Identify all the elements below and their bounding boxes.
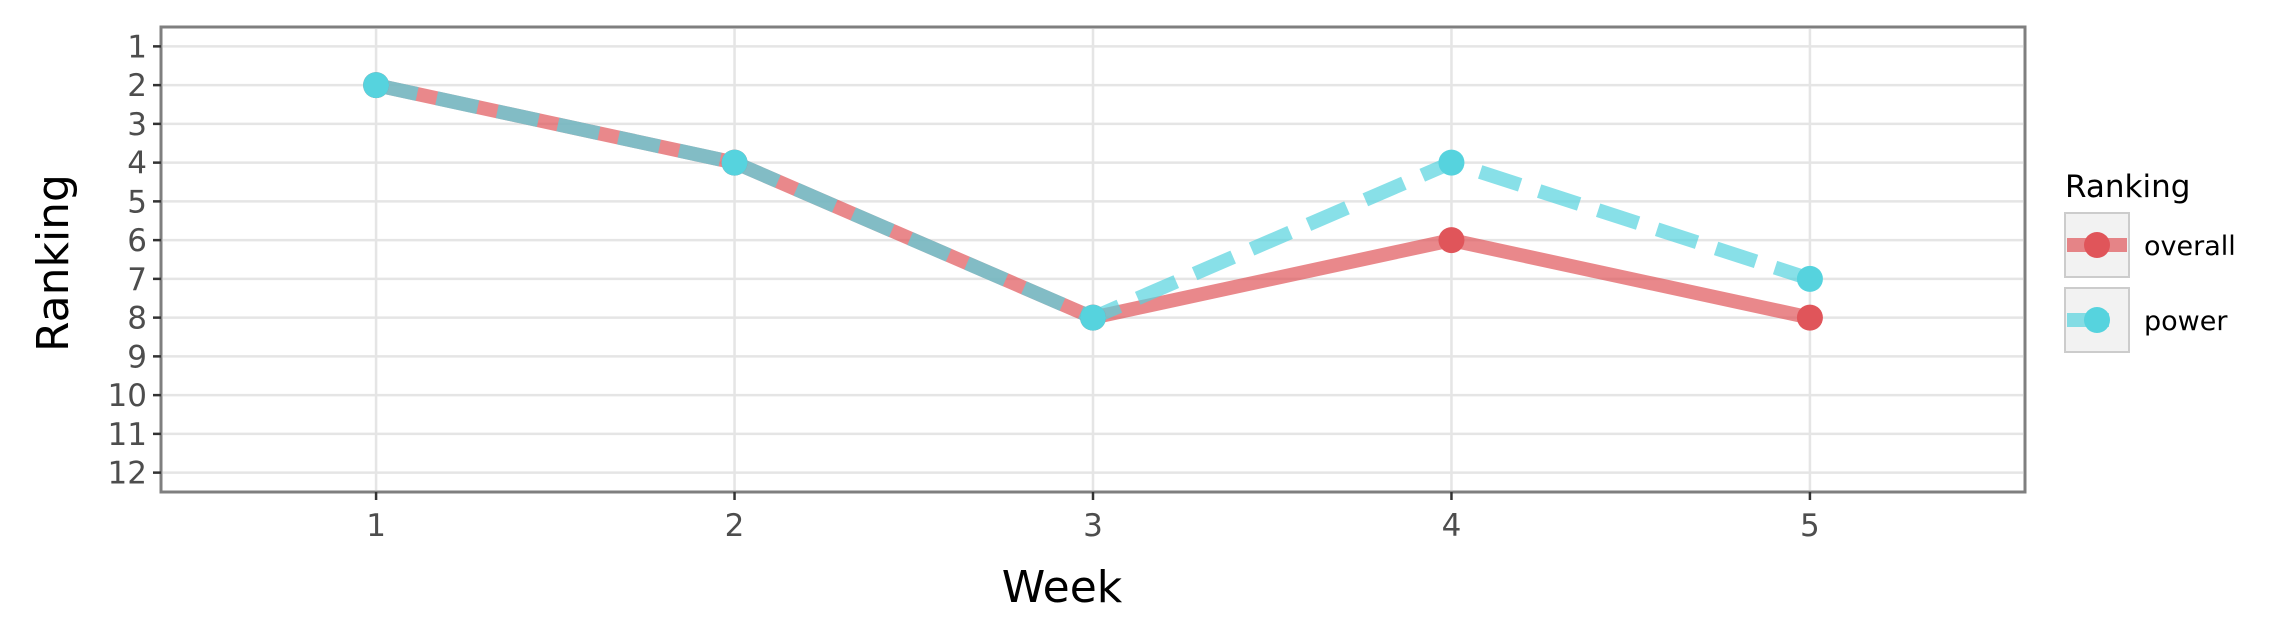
data-points — [363, 72, 1823, 331]
y-tick-label: 1 — [127, 29, 147, 65]
y-tick-label: 4 — [127, 146, 147, 182]
grid-lines — [163, 29, 2023, 490]
data-point-overall — [1438, 227, 1465, 254]
y-tick-label: 10 — [108, 378, 147, 414]
legend: Ranking overall power — [2064, 169, 2236, 353]
x-tick-label: 3 — [1083, 508, 1103, 544]
x-tick-label: 1 — [366, 508, 386, 544]
data-point-power — [1438, 149, 1465, 176]
legend-key-point-power — [2084, 307, 2110, 333]
x-axis-title: Week — [1002, 562, 1123, 613]
y-tick-label: 2 — [127, 68, 147, 104]
data-point-power — [1080, 304, 1106, 331]
y-tick-label: 9 — [127, 339, 147, 375]
data-point-power — [363, 72, 390, 99]
y-tick-label: 3 — [127, 107, 147, 143]
y-tick-label: 6 — [127, 223, 147, 259]
y-tick-label: 12 — [108, 456, 147, 492]
y-axis-title: Ranking — [28, 174, 79, 352]
data-point-power — [1796, 265, 1823, 292]
legend-title: Ranking — [2065, 169, 2190, 205]
y-tick-label: 5 — [127, 184, 147, 220]
data-point-overall — [1796, 304, 1823, 331]
x-tick-label: 4 — [1442, 508, 1462, 544]
y-tick-label: 11 — [108, 417, 147, 453]
legend-label-overall: overall — [2144, 231, 2236, 262]
data-point-power — [721, 149, 748, 176]
legend-label-power: power — [2144, 306, 2228, 337]
x-tick-label: 5 — [1800, 508, 1820, 544]
y-tick-label: 8 — [127, 301, 147, 337]
y-tick-label: 7 — [127, 262, 147, 298]
x-tick-label: 2 — [725, 508, 745, 544]
legend-key-point-overall — [2084, 232, 2110, 258]
